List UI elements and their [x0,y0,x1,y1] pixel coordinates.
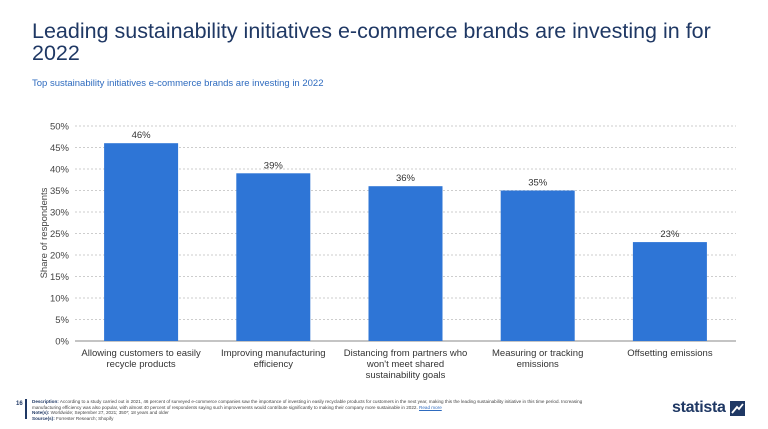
x-tick-label: Allowing customers to easily recycle prod… [81,348,201,370]
y-tick-label: 20% [50,251,70,262]
bar[interactable] [368,186,443,341]
sources-text: Forrester Research; Shopify [56,415,114,421]
bar-chart: 0% 5% 10% 15% 20% 25% 30% 35% 40% 45% 50% 46% Allowi… [39,122,736,382]
y-tick-label: 50% [50,122,70,133]
chart-subtitle: Top sustainability initiatives e-commerc… [32,78,324,89]
bars-layer [104,143,707,341]
x-tick-label: Improving manufacturing efficiency [221,348,326,370]
y-tick-label: 30% [50,208,70,219]
bar[interactable] [500,190,575,342]
notes-label: Note(s): [32,410,50,416]
description-line: Description: According to a study carrie… [32,399,612,410]
logo-text: statista [672,399,726,416]
notes-text: Worldwide; September 27, 2021; 350*; 18 … [50,410,169,416]
description-label: Description: [32,399,59,404]
data-label: 23% [660,229,680,240]
data-label: 39% [264,160,284,171]
y-tick-label: 15% [50,272,70,283]
statista-logo[interactable]: statista [672,398,752,418]
footer: 16 Description: According to a study car… [0,392,768,429]
labels-layer: 0% 5% 10% 15% 20% 25% 30% 35% 40% 45% 50% 46% Allowi… [50,122,713,382]
description-text: According to a study carried out in 2021… [32,399,583,410]
data-label: 36% [396,173,416,184]
x-tick-label: Measuring or tracking emissions [492,348,583,370]
bar[interactable] [104,143,179,341]
sources-line: Source(s): Forrester Research; Shopify [32,416,612,422]
read-more-link[interactable]: Read more [419,404,442,410]
statista-logo-icon [729,400,745,416]
chart-title: Leading sustainability initiatives e-com… [32,19,711,65]
y-tick-label: 25% [50,229,70,240]
y-tick-label: 10% [50,294,70,305]
footnotes: Description: According to a study carrie… [32,399,612,421]
sources-label: Source(s): [32,415,55,421]
bar[interactable] [236,173,311,341]
data-label: 46% [132,130,152,141]
y-tick-label: 40% [50,165,70,176]
y-tick-label: 5% [55,315,69,326]
page-number: 16 [16,401,23,407]
x-tick-label: Offsetting emissions [627,348,713,359]
notes-line: Note(s): Worldwide; September 27, 2021; … [32,410,612,416]
page-marker [25,399,27,419]
y-tick-label: 35% [50,186,70,197]
bar[interactable] [632,242,707,341]
x-tick-label: Distancing from partners who won't meet s… [344,348,468,381]
y-axis-label: Share of respondents [39,187,50,278]
y-tick-label: 45% [50,143,70,154]
data-label: 35% [528,178,548,189]
y-tick-label: 0% [55,337,69,348]
